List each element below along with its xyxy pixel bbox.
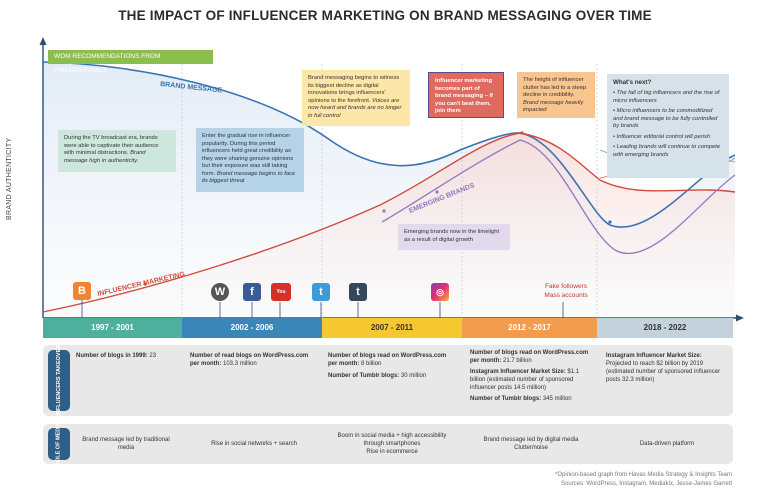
youtube-icon: You (271, 283, 291, 301)
instagram-icon: ◎ (431, 283, 449, 301)
era-cell: 2007 - 2011 (322, 318, 462, 338)
wom-label: WOM RECOMMENDATIONS FROM FRIENDS/FAMILY (48, 50, 213, 74)
takeover-cell-1997: Number of blogs in 1999: 23 (76, 353, 157, 359)
era-cell: 2012 - 2017 (462, 318, 597, 338)
twitter-icon: t (312, 283, 330, 301)
era-cell: 2018 - 2022 (597, 318, 733, 338)
media-cell: Brand message led by digital media Clutt… (483, 437, 579, 452)
whats-next-heading: What's next? (613, 79, 652, 86)
takeover-cell-2002: Number of read blogs on WordPress.com pe… (190, 353, 309, 368)
media-cell: Boom in social media + high accessibilit… (337, 433, 447, 456)
note-witness-decline-text: Brand messaging begins to witness its bi… (308, 75, 400, 104)
era-cell: 1997 - 2001 (43, 318, 182, 338)
takeover-cell-2018: Instagram Influencer Market Size: Projec… (606, 353, 721, 384)
chart-canvas: BRAND MESSAGE INFLUENCER MARKETING EMERG… (39, 37, 744, 322)
whats-next-item: • Micro influencers to be commoditized a… (613, 108, 718, 130)
note-emerging-limelight: Emerging brands now in the limelight as … (398, 224, 510, 250)
note-tv-era: During the TV broadcast era, brands were… (58, 130, 176, 172)
influencer-marketing-curve (42, 132, 736, 313)
whats-next-item: • Leading brands will continue to compet… (613, 144, 721, 158)
curve-marker (143, 282, 147, 286)
y-axis-arrow (39, 37, 47, 45)
note-witness-decline: Brand messaging begins to witness its bi… (302, 70, 410, 126)
whats-next-item: • Influencer editorial control will peri… (613, 133, 711, 140)
note-part-of-brand: Influencer marketing becomes part of bra… (428, 72, 504, 118)
era-cell: 2002 - 2006 (182, 318, 322, 338)
page-title: THE IMPACT OF INFLUENCER MARKETING ON BR… (118, 8, 652, 23)
emerging-brands-curve (381, 139, 736, 255)
note-tv-era-italic: Brand message high in authenticity. (64, 150, 146, 164)
wordpress-icon: W (211, 283, 229, 301)
note-clutter-height: The height of influencer clutter has led… (517, 72, 595, 118)
whats-next-item: • The fall of big influencers and the ri… (613, 90, 720, 104)
curve-marker (382, 209, 386, 213)
media-cell: Data-driven platform (639, 441, 695, 447)
note-tv-era-text: During the TV broadcast era, brands were… (64, 135, 159, 157)
facebook-icon: f (243, 283, 261, 301)
footnote-opinion: *Opinion-based graph from Havas Media St… (555, 472, 732, 478)
media-cell: Rise in social networks + search (211, 441, 297, 447)
note-clutter-height-italic: Brand message heavily impacted (523, 99, 584, 114)
influencers-takeover-label: INFLUENCERS TAKEOVER (48, 345, 70, 416)
x-axis-arrow (736, 314, 744, 322)
note-gradual-rise: Enter the gradual rise in influencer pop… (196, 128, 304, 192)
curve-marker (520, 131, 524, 135)
note-clutter-height-text: The height of influencer clutter has led… (523, 77, 587, 99)
media-cell: Brand message led by traditional media (82, 437, 170, 452)
curve-marker (608, 220, 612, 224)
curve-marker (435, 190, 439, 194)
role-of-media-band (43, 424, 733, 464)
takeover-cell-2012: Number of blogs read on WordPress.com pe… (470, 350, 589, 403)
note-gradual-rise-italic: Brand message begins to face its biggest… (202, 170, 296, 185)
footnote-sources: Sources: WordPress, Instagram, Mediakix,… (561, 481, 732, 487)
brand-message-curve (42, 61, 736, 228)
influencer-area (43, 133, 735, 318)
tumblr-icon: t (349, 283, 367, 301)
note-witness-decline-italic: Voices are now heard and brands are no l… (308, 97, 402, 119)
takeover-cell-2007: Number of blogs read on WordPress.com pe… (328, 353, 447, 380)
note-fake-followers: Fake followers Mass accounts (544, 283, 588, 299)
note-gradual-rise-text: Enter the gradual rise in influencer pop… (202, 133, 294, 177)
role-of-media-label: ROLE OF MEDIA (48, 422, 70, 466)
influencers-takeover-band (43, 345, 733, 416)
whats-next-box: What's next? • The fall of big influence… (607, 74, 729, 178)
blogger-icon: B (73, 282, 91, 300)
